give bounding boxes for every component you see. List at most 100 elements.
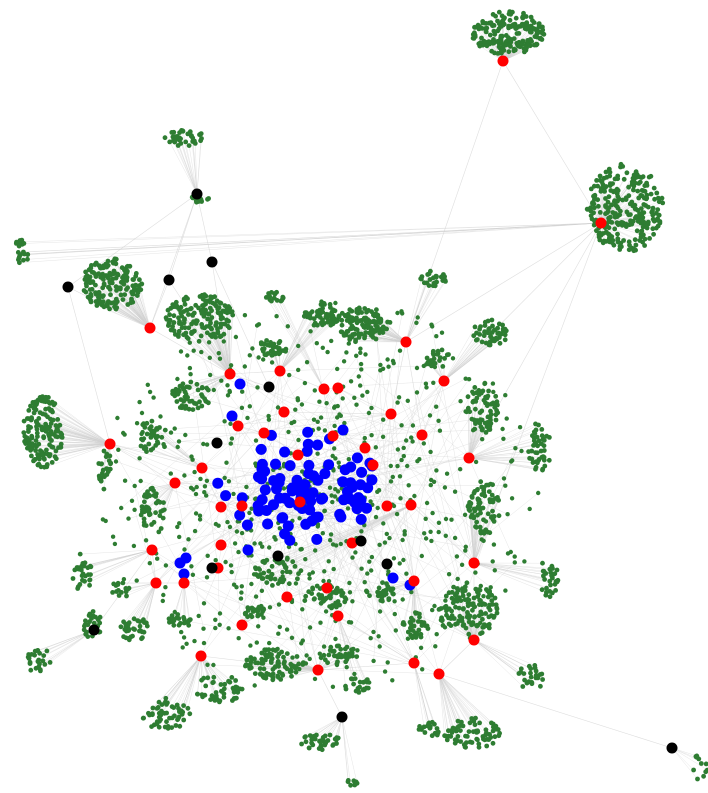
leaf-node xyxy=(471,514,476,520)
leaf-node xyxy=(256,604,261,610)
leaf-node xyxy=(326,652,332,658)
leaf-node xyxy=(229,675,235,680)
edge xyxy=(80,549,153,569)
leaf-node xyxy=(471,428,476,433)
leaf-node xyxy=(491,28,497,34)
edge xyxy=(438,673,448,740)
edge xyxy=(317,492,539,671)
leaf-node xyxy=(287,372,292,378)
leaf-node xyxy=(49,399,55,405)
leaf-node xyxy=(615,173,621,179)
leaf-node xyxy=(171,622,177,628)
edge xyxy=(96,305,151,329)
core-node xyxy=(345,477,357,489)
edge xyxy=(196,133,202,195)
leaf-node xyxy=(201,675,207,681)
leaf-node xyxy=(329,338,334,344)
leaf-node xyxy=(250,346,255,351)
leaf-node xyxy=(505,551,511,556)
leaf-node xyxy=(463,733,468,739)
edge xyxy=(443,334,480,382)
leaf-node xyxy=(151,395,156,400)
leaf-node xyxy=(606,205,612,211)
leaf-node xyxy=(655,207,661,213)
leaf-node xyxy=(311,322,317,328)
edge xyxy=(397,449,475,564)
leaf-node xyxy=(386,364,391,369)
leaf-node xyxy=(337,652,342,657)
leaf-node xyxy=(431,280,437,286)
leaf-node xyxy=(267,545,272,550)
leaf-node xyxy=(29,415,34,421)
leaf-node xyxy=(148,486,154,492)
leaf-node xyxy=(297,516,302,521)
leaf-node xyxy=(605,199,611,205)
leaf-node xyxy=(282,562,287,568)
leaf-node xyxy=(303,557,308,562)
leaf-node xyxy=(488,585,493,590)
leaf-node xyxy=(162,507,167,512)
leaf-node xyxy=(96,473,102,479)
leaf-node xyxy=(409,435,414,440)
leaf-node xyxy=(208,325,214,331)
leaf-node xyxy=(461,742,467,748)
leaf-node xyxy=(215,329,221,335)
leaf-node xyxy=(330,313,335,319)
leaf-node xyxy=(47,436,53,442)
leaf-node xyxy=(474,395,480,401)
leaf-node xyxy=(189,133,194,139)
leaf-node xyxy=(539,427,545,432)
edge xyxy=(200,655,243,690)
leaf-node xyxy=(220,315,226,321)
edge xyxy=(229,370,281,375)
edge xyxy=(197,655,202,695)
leaf-node xyxy=(526,663,532,669)
edge xyxy=(438,673,499,736)
leaf-node xyxy=(212,301,218,307)
leaf-node xyxy=(177,307,182,313)
leaf-node xyxy=(400,537,405,543)
leaf-node xyxy=(146,710,151,716)
leaf-node xyxy=(361,324,367,330)
leaf-node xyxy=(220,309,226,314)
leaf-node xyxy=(414,390,420,395)
leaf-node xyxy=(493,412,499,418)
leaf-node xyxy=(473,728,479,734)
leaf-node xyxy=(228,363,234,368)
leaf-node xyxy=(142,499,147,505)
core-node xyxy=(303,459,315,471)
leaf-node xyxy=(401,445,406,451)
edge xyxy=(217,325,258,569)
leaf-node xyxy=(298,547,303,552)
leaf-node xyxy=(595,183,600,189)
leaf-node xyxy=(478,510,483,516)
leaf-node xyxy=(264,580,270,585)
leaf-node xyxy=(385,357,390,362)
edge xyxy=(201,362,308,469)
leaf-node xyxy=(49,460,55,465)
leaf-node xyxy=(362,306,368,311)
leaf-node xyxy=(293,669,299,675)
leaf-node xyxy=(225,383,230,388)
edge xyxy=(468,429,537,459)
leaf-node xyxy=(369,309,374,315)
leaf-node xyxy=(488,421,494,426)
leaf-node xyxy=(446,572,452,577)
leaf-node xyxy=(429,538,434,544)
leaf-node xyxy=(202,490,207,495)
leaf-node xyxy=(362,335,367,341)
edge xyxy=(163,482,176,519)
leaf-node xyxy=(202,396,208,402)
leaf-node xyxy=(654,190,660,196)
leaf-node xyxy=(640,174,646,180)
leaf-node xyxy=(382,540,388,545)
leaf-node xyxy=(243,663,248,669)
leaf-node xyxy=(205,311,211,317)
leaf-node xyxy=(226,479,232,484)
leaf-node xyxy=(170,324,176,329)
leaf-node xyxy=(199,403,205,409)
edge xyxy=(364,447,508,515)
leaf-node xyxy=(186,312,191,317)
leaf-node xyxy=(347,337,353,342)
edge xyxy=(336,504,412,666)
